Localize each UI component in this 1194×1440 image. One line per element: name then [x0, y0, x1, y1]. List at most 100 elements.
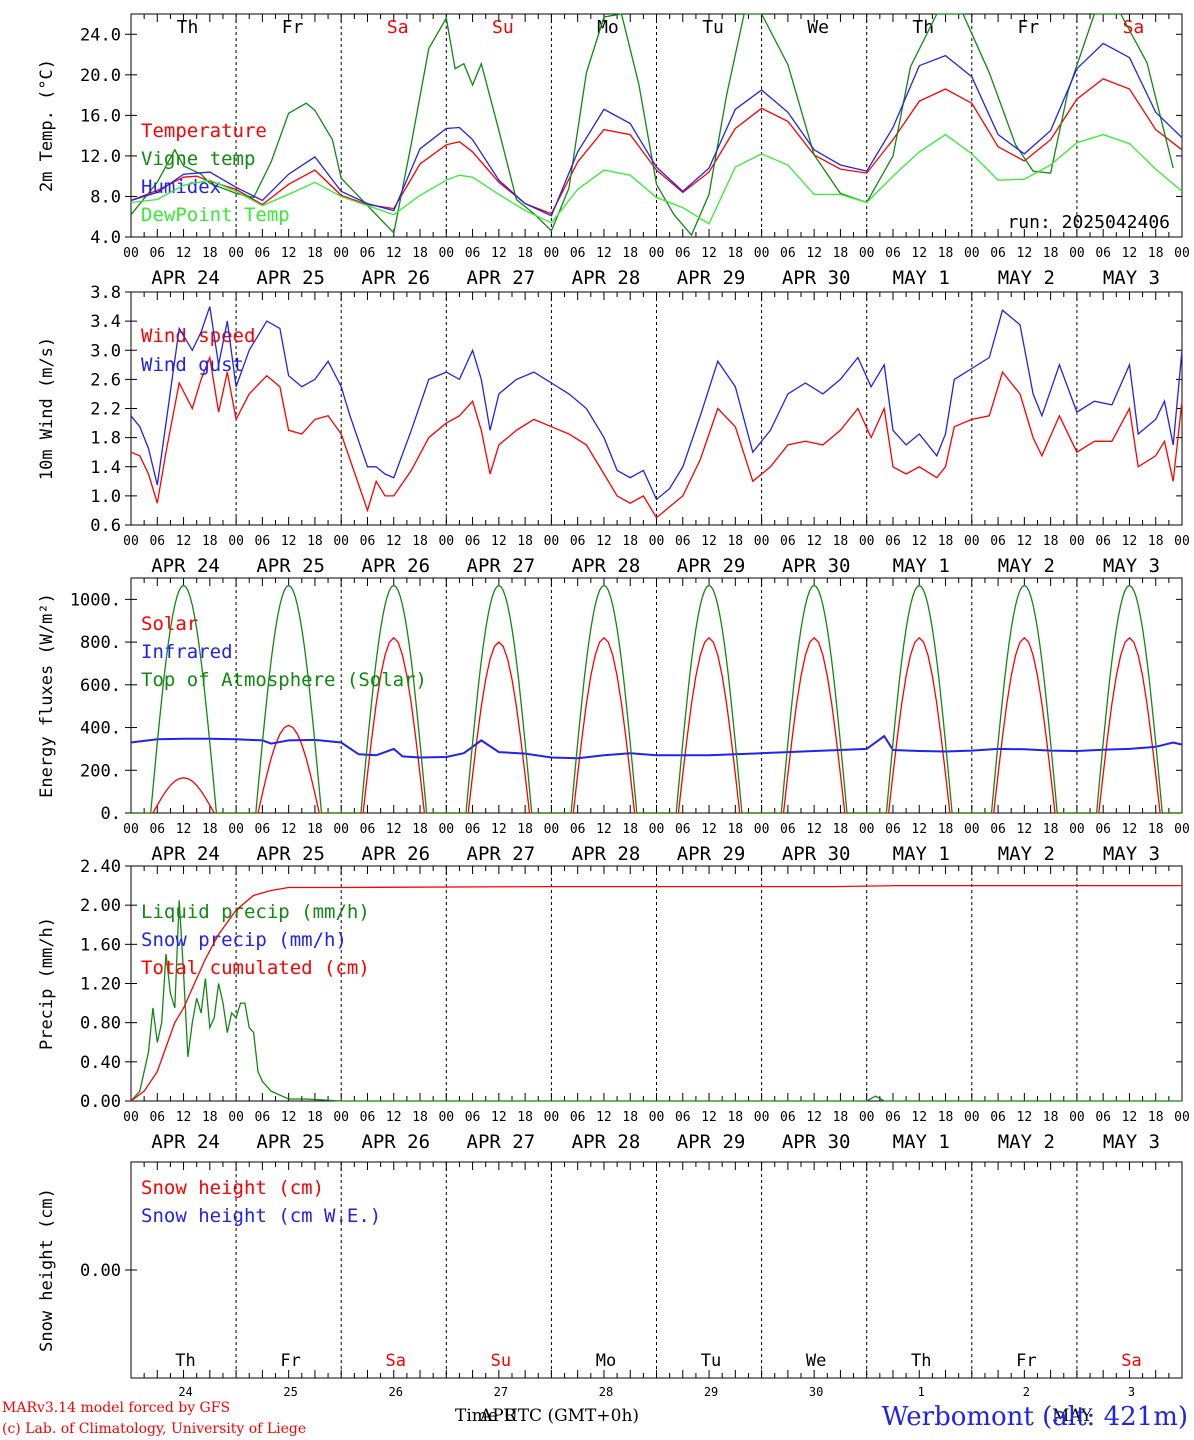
x-hour-label: 12 [491, 246, 507, 261]
x-hour-label: 06 [465, 246, 481, 261]
x-hour-label: 06 [780, 246, 796, 261]
y-tick-label: 800. [80, 633, 121, 653]
weekday-label: Th [911, 1351, 931, 1371]
y-tick-label: 4.0 [90, 228, 121, 248]
x-hour-label: 00 [438, 246, 454, 261]
x-hour-label: 06 [255, 1110, 271, 1125]
x-hour-label: 18 [833, 534, 849, 549]
x-date-label: MAY 2 [998, 555, 1055, 577]
x-hour-label: 06 [1095, 822, 1111, 837]
x-hour-label: 18 [517, 1110, 533, 1125]
x-hour-label: 00 [1069, 822, 1085, 837]
weekday-label: Su [491, 1351, 511, 1371]
y-tick-label: 1.4 [90, 458, 121, 478]
x-hour-label: 18 [307, 534, 323, 549]
y-axis-label: Energy fluxes (W/m²) [37, 593, 57, 798]
x-hour-label: 06 [465, 534, 481, 549]
x-hour-label: 12 [806, 534, 822, 549]
x-hour-label: 06 [570, 534, 586, 549]
x-hour-label: 00 [544, 246, 560, 261]
x-hour-label: 00 [1069, 1110, 1085, 1125]
weekday-label: Fr [280, 1351, 300, 1371]
time-axis-month-may: MAY [1052, 1406, 1093, 1426]
x-hour-label: 12 [806, 822, 822, 837]
x-hour-label: 12 [281, 822, 297, 837]
x-hour-label: 00 [754, 534, 770, 549]
x-hour-label: 18 [727, 534, 743, 549]
x-hour-label: 18 [202, 1110, 218, 1125]
series-line-total-cumulated-cm- [130, 884, 1182, 1102]
x-hour-label: 18 [517, 246, 533, 261]
x-hour-label: 06 [465, 1110, 481, 1125]
y-tick-label: 2.00 [80, 896, 121, 916]
x-hour-label: 06 [255, 246, 271, 261]
x-hour-label: 18 [202, 246, 218, 261]
x-date-label: APR 27 [467, 1131, 536, 1153]
series-line-wind-gust [130, 306, 1183, 501]
x-hour-label: 18 [727, 246, 743, 261]
y-tick-label: 0.40 [80, 1053, 121, 1073]
weekday-label: Fr [1018, 17, 1040, 38]
x-hour-label: 18 [622, 1110, 638, 1125]
weekday-label: Tu [701, 1351, 721, 1371]
x-hour-label: 00 [544, 822, 560, 837]
x-hour-label: 00 [333, 246, 349, 261]
x-date-label: APR 28 [572, 555, 641, 577]
x-hour-label: 12 [176, 534, 192, 549]
x-hour-label: 12 [596, 534, 612, 549]
series-line-infrared [130, 734, 1183, 760]
x-hour-label: 12 [281, 1110, 297, 1125]
y-tick-label: 24.0 [80, 25, 121, 45]
x-hour-label: 06 [990, 534, 1006, 549]
x-hour-label: 12 [806, 246, 822, 261]
y-tick-label: 0.80 [80, 1014, 121, 1034]
weekday-label: Mo [596, 1351, 616, 1371]
x-hour-label: 00 [859, 1110, 875, 1125]
x-date-label: APR 24 [151, 843, 220, 865]
x-hour-label: 12 [806, 1110, 822, 1125]
x-date-label: MAY 2 [998, 1131, 1055, 1153]
x-hour-label: 12 [1017, 534, 1033, 549]
x-hour-label: 06 [675, 822, 691, 837]
x-date-label: APR 26 [361, 843, 430, 865]
x-hour-label: 00 [228, 822, 244, 837]
weekday-label: Th [912, 17, 934, 38]
series-line-temperature [130, 78, 1183, 215]
x-hour-label: 06 [465, 822, 481, 837]
x-hour-label: 00 [754, 822, 770, 837]
day-number-label: 25 [283, 1385, 297, 1399]
x-date-label: APR 25 [256, 843, 325, 865]
x-hour-label: 12 [1017, 1110, 1033, 1125]
x-hour-label: 18 [1148, 534, 1164, 549]
weekday-label: We [807, 17, 829, 38]
x-hour-label: 06 [1095, 534, 1111, 549]
x-hour-label: 12 [386, 1110, 402, 1125]
x-date-label: APR 27 [467, 555, 536, 577]
x-hour-label: 00 [754, 246, 770, 261]
series-line-dewpoint-temp [130, 133, 1183, 225]
x-hour-label: 12 [1017, 246, 1033, 261]
y-axis-label: 10m Wind (m/s) [37, 337, 57, 480]
y-tick-label: 8.0 [90, 187, 121, 207]
x-hour-label: 18 [938, 246, 954, 261]
x-hour-label: 00 [1174, 822, 1190, 837]
x-hour-label: 00 [649, 822, 665, 837]
x-hour-label: 18 [1043, 822, 1059, 837]
x-hour-label: 12 [491, 822, 507, 837]
x-hour-label: 00 [1069, 246, 1085, 261]
x-date-label: MAY 3 [1103, 843, 1160, 865]
y-tick-label: 20.0 [80, 66, 121, 86]
x-date-label: APR 25 [256, 1131, 325, 1153]
x-hour-label: 06 [360, 246, 376, 261]
weekday-label: Fr [282, 17, 304, 38]
weekday-label: Sa [1123, 17, 1145, 38]
x-date-label: APR 29 [677, 555, 746, 577]
y-tick-label: 2.2 [90, 400, 121, 420]
x-hour-label: 00 [964, 534, 980, 549]
weekday-label: Sa [386, 1351, 406, 1371]
x-hour-label: 00 [123, 246, 139, 261]
x-date-label: MAY 1 [893, 555, 950, 577]
x-date-label: MAY 2 [998, 843, 1055, 865]
x-hour-label: 06 [570, 246, 586, 261]
x-hour-label: 18 [1148, 246, 1164, 261]
